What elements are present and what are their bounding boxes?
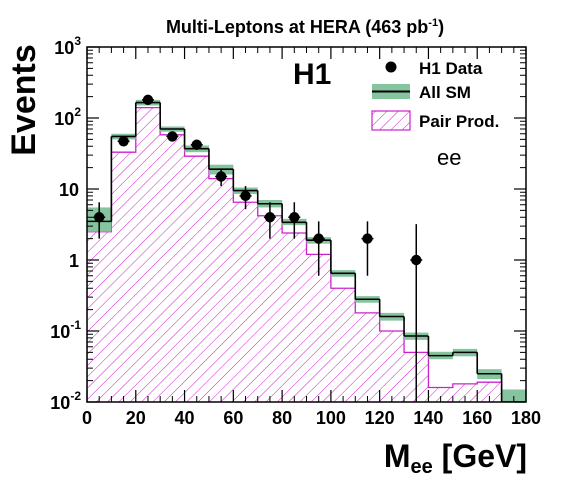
legend-marker-pair bbox=[371, 110, 411, 131]
experiment-label: H1 bbox=[293, 58, 331, 91]
data-point bbox=[118, 136, 129, 147]
pair-production-bar bbox=[135, 107, 161, 402]
data-point bbox=[264, 212, 276, 223]
pair-production-bar bbox=[355, 312, 380, 402]
pair-production-bar bbox=[184, 156, 209, 402]
pair-production-bar bbox=[428, 387, 453, 402]
data-point bbox=[142, 94, 154, 106]
data-points-layer bbox=[93, 94, 423, 402]
legend-label-sm: All SM bbox=[419, 83, 471, 102]
chart-title-sup: -1 bbox=[428, 17, 438, 29]
y-tick-label-base: 10 bbox=[54, 109, 74, 129]
pair-production-bar bbox=[282, 233, 307, 402]
pair-production-layer bbox=[87, 106, 526, 402]
y-tick-label-exp: -2 bbox=[70, 389, 81, 403]
chart-title: Multi-Leptons at HERA (463 pb-1) bbox=[166, 17, 444, 37]
x-tick-label: 40 bbox=[175, 408, 195, 428]
data-point bbox=[313, 233, 324, 244]
legend-marker-data bbox=[385, 61, 397, 73]
y-tick-label-base: 10 bbox=[54, 38, 74, 58]
x-axis-label-sub: ee bbox=[411, 456, 433, 477]
pair-production-bar bbox=[111, 152, 136, 402]
legend-label-pair: Pair Prod. bbox=[419, 112, 499, 131]
x-axis-label-unit: [GeV] bbox=[433, 438, 527, 474]
y-tick-label: 10-1 bbox=[50, 318, 81, 342]
y-tick-label-exp: 2 bbox=[74, 105, 81, 119]
pair-production-bar bbox=[208, 178, 234, 402]
x-tick-label: 20 bbox=[126, 408, 146, 428]
y-tick-label: 10-2 bbox=[50, 389, 81, 413]
chart-title-main: Multi-Leptons at HERA (463 pb bbox=[166, 17, 428, 37]
plot-area bbox=[87, 99, 526, 402]
data-point bbox=[167, 131, 178, 142]
y-tick-label-base: 10 bbox=[59, 180, 79, 200]
x-tick-label: 160 bbox=[462, 408, 492, 428]
x-tick-label: 120 bbox=[365, 408, 395, 428]
y-tick-label: 102 bbox=[54, 105, 81, 129]
y-tick-label-base: 10 bbox=[50, 322, 70, 342]
data-point bbox=[215, 171, 227, 182]
x-tick-label: 180 bbox=[511, 408, 541, 428]
data-point bbox=[362, 233, 373, 244]
y-tick-label: 10 bbox=[59, 180, 79, 200]
pair-production-bar bbox=[233, 202, 258, 402]
y-tick-label-base: 1 bbox=[69, 251, 79, 271]
data-point bbox=[93, 212, 105, 223]
y-tick-label: 1 bbox=[69, 251, 79, 271]
data-point bbox=[411, 254, 422, 266]
pair-production-bar bbox=[306, 254, 331, 402]
data-point bbox=[289, 212, 300, 223]
x-tick-label: 0 bbox=[82, 408, 92, 428]
y-tick-label-exp: 3 bbox=[74, 34, 81, 48]
pair-production-bar bbox=[379, 331, 405, 402]
y-tick-label-exp: -1 bbox=[70, 318, 81, 332]
chart-title-close: ) bbox=[438, 17, 444, 37]
pair-production-bar bbox=[87, 231, 112, 402]
pair-production-bar bbox=[477, 382, 502, 402]
y-tick-label: 103 bbox=[54, 34, 81, 58]
x-tick-label: 140 bbox=[413, 408, 443, 428]
pair-production-bar bbox=[330, 288, 356, 402]
x-axis-label: Mee [GeV] bbox=[384, 438, 527, 477]
pair-production-bar bbox=[257, 215, 283, 402]
pair-production-bar bbox=[160, 134, 185, 402]
x-axis-label-main: M bbox=[384, 438, 411, 474]
data-point bbox=[191, 139, 202, 150]
x-tick-label: 100 bbox=[316, 408, 346, 428]
data-point bbox=[240, 190, 251, 202]
legend: H1 Data All SM Pair Prod. bbox=[371, 59, 499, 131]
axis-ticks: 0 20 40 60 80 100 120 140 160 18010-210-111010210… bbox=[50, 34, 541, 428]
x-tick-label: 60 bbox=[223, 408, 243, 428]
pair-production-bar bbox=[452, 383, 478, 402]
legend-label-data: H1 Data bbox=[419, 59, 483, 78]
sm-band-bin bbox=[501, 389, 526, 402]
y-tick-label-base: 10 bbox=[50, 393, 70, 413]
x-tick-label: 80 bbox=[272, 408, 292, 428]
channel-label: ee bbox=[437, 145, 461, 170]
y-axis-label: Events bbox=[5, 44, 43, 156]
